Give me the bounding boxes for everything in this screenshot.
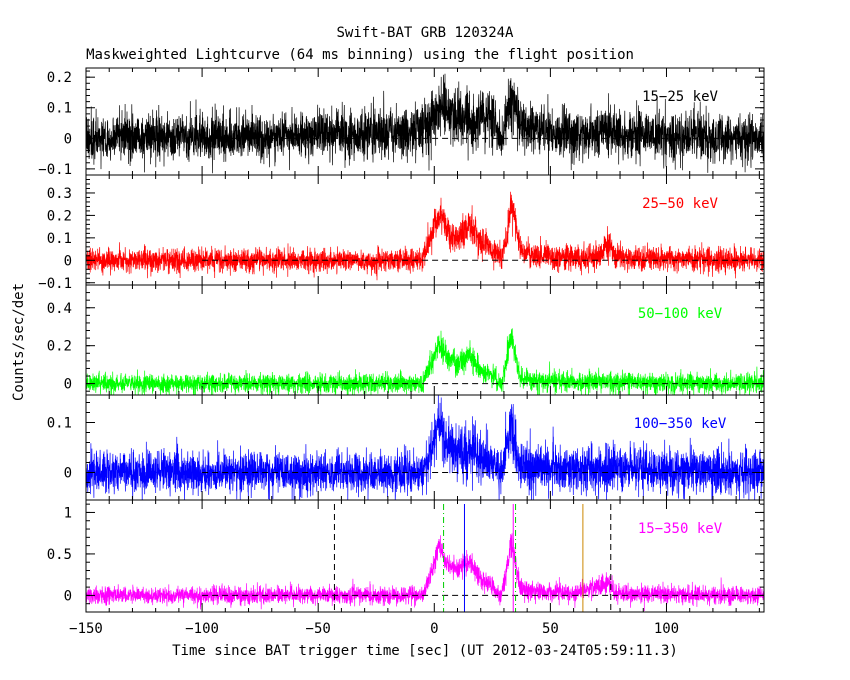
panel-3: 0 0.2 0.4 50−100 keV bbox=[47, 284, 765, 396]
y-tick-label: 0.1 bbox=[47, 231, 72, 247]
y-tick-label: 0.3 bbox=[47, 186, 72, 202]
y-tick-label: −0.1 bbox=[38, 162, 72, 178]
x-tick-label: −150 bbox=[69, 621, 103, 637]
y-axis-label: Counts/sec/det bbox=[11, 283, 27, 401]
chart-title: Swift-BAT GRB 120324A bbox=[336, 25, 514, 41]
y-tick-label: 0 bbox=[64, 588, 72, 604]
panel-1: −0.1 0 0.1 0.2 15−25 keV bbox=[38, 67, 765, 178]
panel-2: −0.1 0 0.1 0.2 0.3 25−50 keV bbox=[38, 174, 765, 292]
x-tick-label: 50 bbox=[542, 621, 559, 637]
band-label-4: 100−350 keV bbox=[634, 416, 727, 432]
y-tick-label: −0.1 bbox=[38, 276, 72, 292]
series-line-1 bbox=[86, 73, 764, 175]
y-tick-label: 0 bbox=[64, 377, 72, 393]
y-tick-label: 0.2 bbox=[47, 339, 72, 355]
x-tick-label: −100 bbox=[185, 621, 219, 637]
panel-frame-5 bbox=[85, 499, 765, 613]
band-label-5: 15−350 keV bbox=[638, 521, 723, 537]
y-tick-label: 1 bbox=[64, 505, 72, 521]
y-tick-label: 0.2 bbox=[47, 70, 72, 86]
x-tick-label: 0 bbox=[430, 621, 438, 637]
y-tick-label: 0 bbox=[64, 253, 72, 269]
series-line-2 bbox=[86, 191, 764, 281]
band-label-3: 50−100 keV bbox=[638, 306, 723, 322]
x-axis-label: Time since BAT trigger time [sec] (UT 20… bbox=[172, 643, 678, 659]
y-tick-label: 0.5 bbox=[47, 547, 72, 563]
x-tick-label: −50 bbox=[306, 621, 331, 637]
panel-group: −0.1 0 0.1 0.2 15−25 keV −0.1 0 0.1 0.2 0.3 25−50 … bbox=[38, 67, 765, 637]
y-tick-label: 0 bbox=[64, 131, 72, 147]
y-tick-label: 0.4 bbox=[47, 301, 72, 317]
chart-subtitle: Maskweighted Lightcurve (64 ms binning) … bbox=[86, 47, 634, 63]
y-tick-label: 0.1 bbox=[47, 416, 72, 432]
y-tick-label: 0.2 bbox=[47, 208, 72, 224]
y-tick-label: 0 bbox=[64, 466, 72, 482]
series-line-3 bbox=[86, 328, 764, 395]
series-line-5 bbox=[86, 533, 764, 612]
panel-4: 0 0.1 100−350 keV bbox=[47, 394, 765, 501]
x-tick-label: 100 bbox=[654, 621, 679, 637]
series-line-4 bbox=[86, 395, 764, 500]
band-label-1: 15−25 keV bbox=[642, 89, 718, 105]
band-label-2: 25−50 keV bbox=[642, 196, 718, 212]
y-tick-label: 0.1 bbox=[47, 101, 72, 117]
panel-5: 0 0.5 1 15−350 keV bbox=[47, 499, 765, 613]
